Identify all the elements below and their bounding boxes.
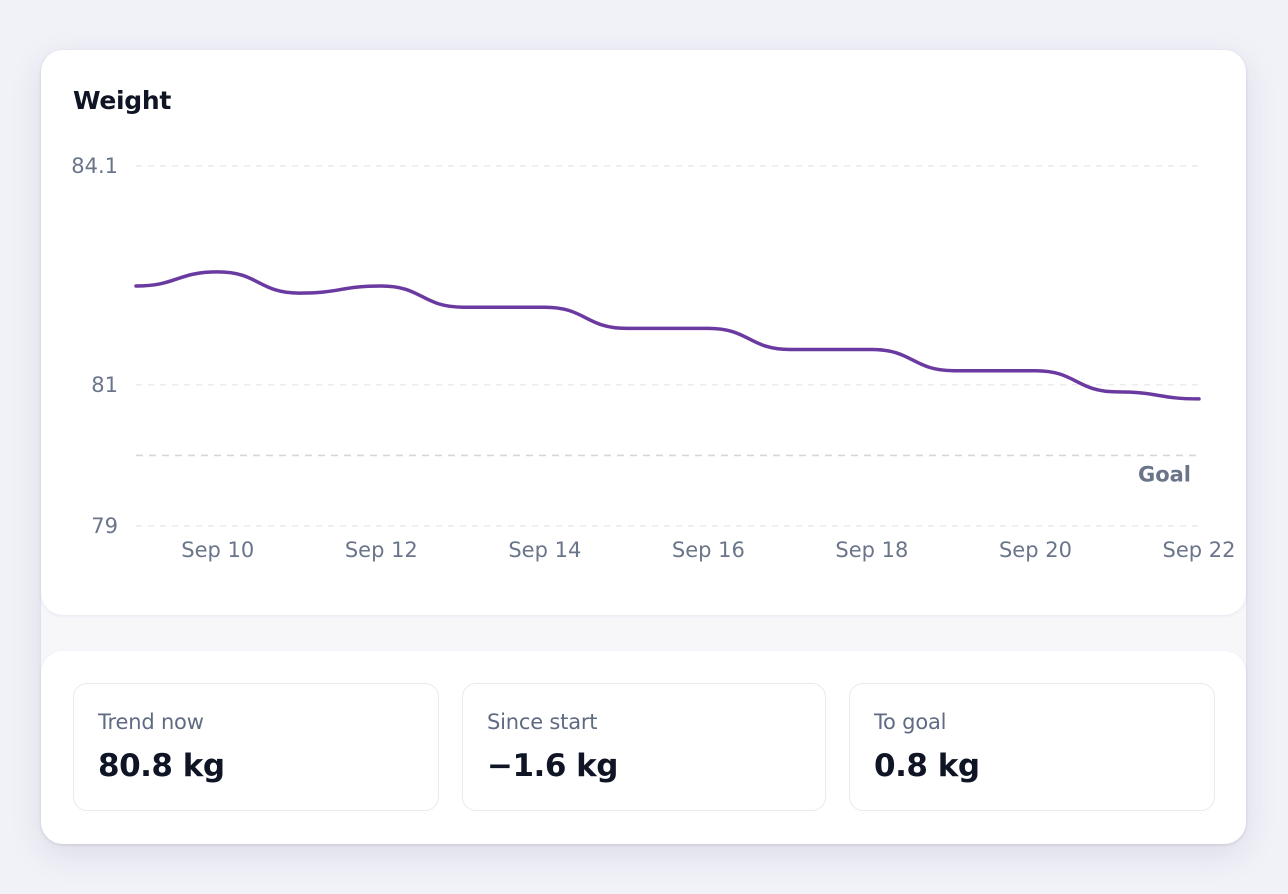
stat-label: Since start [487,710,598,734]
stats-card: Trend now 80.8 kg Since start −1.6 kg To… [41,651,1246,844]
y-tick-label: 79 [91,514,118,538]
x-tick-label: Sep 14 [508,538,581,562]
weight-chart-card: Weight 79 81 84.1 Goal Sep 10 Sep 12 Sep 14 Sep… [41,50,1246,615]
stat-trend-now: Trend now 80.8 kg [73,683,439,811]
x-tick-label: Sep 16 [672,538,745,562]
weight-panel: Weight 79 81 84.1 Goal Sep 10 Sep 12 Sep 14 Sep… [41,50,1246,844]
x-tick-label: Sep 18 [835,538,908,562]
stat-value: 80.8 kg [98,748,225,784]
weight-series-line [134,270,1201,401]
chart-title: Weight [73,86,172,115]
stat-value: 0.8 kg [874,748,980,784]
goal-label: Goal [1138,462,1191,486]
weight-line-chart: 79 81 84.1 Goal Sep 10 Sep 12 Sep 14 Sep 16 Sep … [71,154,1236,562]
stat-label: To goal [874,710,947,734]
stat-value: −1.6 kg [487,748,619,784]
stat-to-goal: To goal 0.8 kg [849,683,1215,811]
x-tick-label: Sep 10 [181,538,254,562]
stat-label: Trend now [98,710,204,734]
x-tick-label: Sep 20 [999,538,1072,562]
y-tick-label: 81 [91,373,118,397]
x-tick-label: Sep 12 [345,538,418,562]
y-tick-label: 84.1 [71,154,118,178]
x-tick-label: Sep 22 [1163,538,1236,562]
stat-since-start: Since start −1.6 kg [462,683,826,811]
